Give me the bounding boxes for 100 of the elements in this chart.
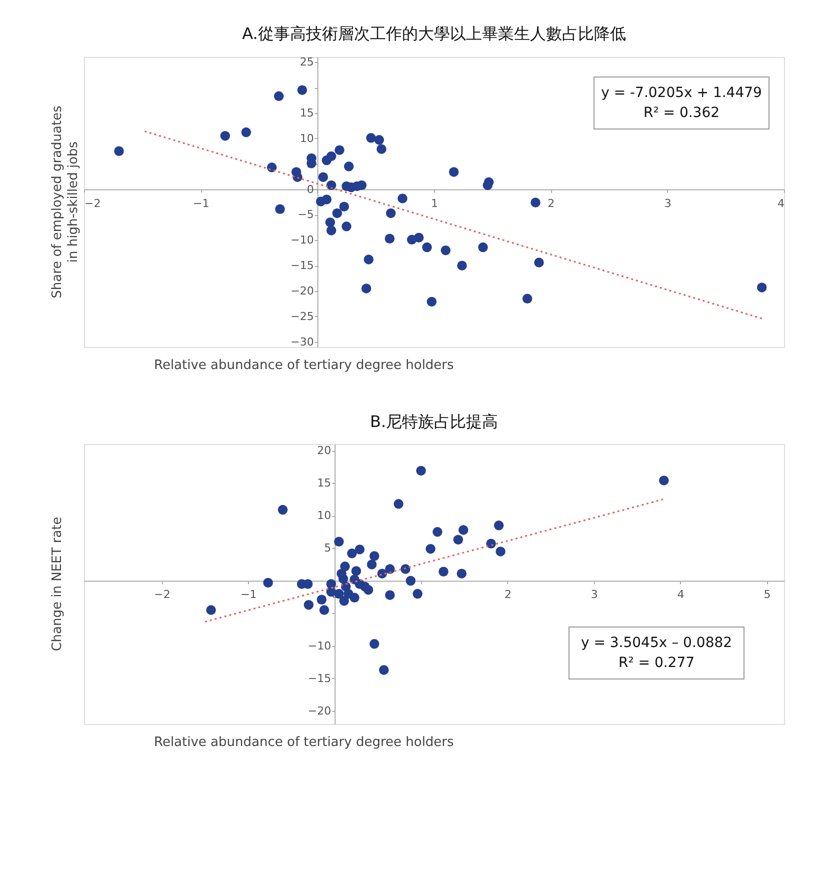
x-tick-label: −1	[240, 588, 257, 602]
point	[339, 596, 349, 606]
point	[478, 242, 488, 252]
y-axis-title: Share of employed graduates in high-skilled jobs	[50, 105, 81, 298]
y-tick-label: 25	[300, 56, 314, 69]
point	[486, 538, 496, 548]
point	[756, 282, 767, 292]
point	[374, 135, 384, 145]
point	[363, 584, 374, 595]
point	[275, 204, 285, 214]
point	[414, 232, 424, 242]
point	[379, 665, 389, 675]
point	[496, 546, 506, 556]
point	[384, 234, 395, 244]
annotation: R² = 0.277	[618, 655, 695, 671]
point	[385, 590, 395, 600]
point	[400, 564, 410, 574]
point	[456, 568, 467, 578]
point	[369, 639, 380, 649]
x-tick-label: 3	[590, 588, 598, 602]
point	[376, 144, 386, 154]
point	[304, 600, 314, 610]
y-tick-label: −15	[308, 672, 332, 685]
point	[426, 544, 436, 554]
point	[440, 245, 451, 256]
point	[322, 194, 332, 204]
point	[406, 576, 416, 586]
point	[385, 564, 395, 574]
point	[278, 504, 288, 515]
x-tick-label: −2	[154, 588, 170, 602]
y-tick-label: −20	[290, 284, 314, 298]
y-tick-label: 15	[300, 106, 314, 120]
point	[206, 605, 216, 615]
point	[354, 544, 365, 554]
point	[347, 548, 357, 558]
y-tick-label: 20	[317, 444, 332, 458]
point	[342, 222, 352, 232]
y-tick-label: −15	[290, 259, 314, 272]
x-axis-title: Relative abundance of tertiary degree holders	[154, 358, 454, 373]
point	[316, 594, 327, 604]
annotation: y = -7.0205x + 1.4479	[601, 85, 762, 101]
point	[398, 194, 408, 204]
y-tick-label: −10	[308, 639, 332, 652]
point	[522, 294, 532, 304]
point	[494, 520, 504, 530]
point	[326, 226, 336, 236]
y-tick-label: 0	[306, 182, 314, 196]
point	[263, 578, 273, 588]
y-tick-label: 15	[317, 476, 332, 490]
point	[366, 133, 376, 143]
point	[326, 180, 336, 190]
point	[339, 202, 350, 212]
point	[325, 217, 336, 228]
point	[416, 466, 426, 476]
point	[530, 198, 540, 208]
x-tick-label: 2	[504, 588, 512, 602]
point	[334, 145, 344, 155]
point	[394, 499, 404, 509]
point	[386, 208, 396, 218]
point	[364, 254, 374, 264]
point	[241, 127, 252, 138]
point	[458, 525, 468, 535]
point	[361, 284, 372, 294]
point	[453, 534, 464, 545]
x-axis-title: Relative abundance of tertiary degree holders	[154, 735, 454, 750]
point	[448, 167, 459, 177]
point	[351, 566, 362, 576]
point	[114, 146, 124, 156]
y-tick-label: −20	[308, 704, 332, 718]
point	[338, 574, 348, 584]
y-tick-label: 10	[317, 509, 332, 522]
x-tick-label: −2	[84, 196, 101, 210]
y-axis-title: Change in NEET rate	[50, 516, 65, 652]
x-tick-label: −1	[193, 196, 210, 210]
point	[457, 260, 467, 270]
point	[318, 172, 328, 182]
point	[432, 527, 442, 537]
point	[266, 162, 277, 172]
point	[426, 296, 437, 307]
point	[319, 605, 330, 615]
annotation: R² = 0.362	[643, 105, 720, 121]
point	[534, 258, 544, 268]
y-tick-label: 5	[324, 542, 332, 555]
point	[334, 536, 344, 547]
chart-title: A.從事高技術層次工作的大學以上畢業生人數占比降低	[242, 24, 626, 44]
point	[484, 177, 494, 188]
point	[369, 551, 380, 561]
point	[274, 91, 284, 102]
point	[356, 180, 367, 190]
annotation: y = 3.5045x – 0.0882	[580, 635, 732, 651]
x-tick-label: 5	[764, 588, 771, 602]
chart-title: B.尼特族占比提高	[370, 412, 498, 431]
point	[220, 130, 230, 141]
point	[326, 151, 336, 162]
point	[297, 85, 308, 95]
point	[438, 566, 448, 576]
point	[412, 588, 422, 599]
point	[350, 592, 360, 603]
y-tick-label: −5	[298, 208, 314, 222]
y-tick-label: 10	[300, 132, 314, 145]
